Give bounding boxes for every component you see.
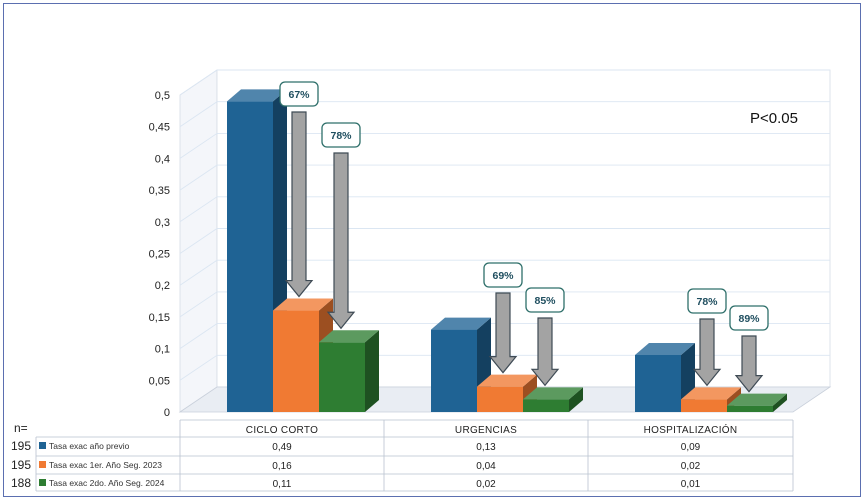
bar-top [477, 374, 537, 387]
reduction-arrow [488, 292, 518, 374]
reduction-callout [525, 287, 565, 313]
bar [523, 399, 569, 412]
bar-top [227, 89, 287, 102]
bar [635, 354, 681, 412]
bar [681, 399, 727, 412]
y-tick-label: 0,4 [155, 153, 170, 165]
y-tick-label: 0,3 [155, 217, 170, 229]
legend-label: Tasa exac 2do. Año Seg. 2024 [49, 478, 165, 488]
reduction-arrow [692, 318, 722, 387]
legend-swatch [39, 442, 46, 449]
table-value: 0,01 [681, 479, 701, 490]
bar [727, 405, 773, 412]
category-label: HOSPITALIZACIÓN [644, 423, 738, 436]
reduction-label: 89% [738, 313, 760, 325]
y-tick-label: 0,5 [155, 90, 170, 102]
bar-top [635, 342, 695, 355]
bar [477, 386, 523, 412]
gridline [179, 69, 830, 96]
reduction-callout [729, 305, 769, 331]
y-tick-label: 0,1 [155, 344, 170, 356]
table-value: 0,04 [476, 461, 496, 472]
legend-swatch [39, 461, 46, 468]
gridline [179, 132, 830, 159]
gridline [179, 354, 830, 381]
bar-side [773, 393, 787, 412]
reduction-arrow [734, 335, 764, 393]
gridline [179, 228, 830, 254]
y-tick-label: 0,15 [149, 312, 170, 324]
reduction-callout [279, 81, 319, 107]
p-value-annotation: P<0.05 [750, 110, 798, 127]
y-tick-label: 0 [164, 407, 170, 419]
bar-top [273, 298, 333, 311]
sample-size: 195 [11, 439, 31, 453]
table-value: 0,02 [476, 479, 496, 490]
reduction-label: 78% [696, 296, 718, 308]
bar-top [523, 387, 583, 400]
reduction-callout [483, 262, 523, 288]
table-value: 0,09 [681, 442, 701, 453]
reduction-callout [687, 288, 727, 314]
bar [273, 310, 319, 412]
y-tick-label: 0,25 [149, 249, 170, 261]
reduction-label: 85% [534, 295, 556, 307]
reduction-arrow [284, 111, 314, 298]
category-label: CICLO CORTO [246, 425, 318, 436]
table-value: 0,02 [681, 461, 701, 472]
legend-label: Tasa exac año previo [49, 441, 130, 451]
table-value: 0,16 [272, 461, 292, 472]
bar [319, 342, 365, 412]
table-value: 0,49 [272, 442, 292, 453]
reduction-label: 67% [288, 89, 310, 101]
y-tick-label: 0,35 [149, 185, 170, 197]
legend-swatch [39, 479, 46, 486]
bar-top [431, 317, 491, 330]
bar [227, 101, 273, 412]
y-tick-label: 0,05 [149, 375, 170, 387]
bar-top [727, 393, 787, 406]
table-value: 0,13 [476, 442, 496, 453]
table-value: 0,11 [273, 479, 292, 490]
gridline [179, 164, 830, 191]
gridline [179, 291, 830, 318]
chart-frame [3, 3, 861, 497]
bar [431, 329, 477, 412]
gridline [179, 259, 830, 286]
bar-side [569, 387, 583, 412]
gridline [179, 101, 830, 128]
y-tick-label: 0,2 [155, 280, 170, 292]
bar-top [319, 330, 379, 343]
reduction-label: 78% [330, 130, 352, 142]
sample-size: 188 [11, 476, 31, 490]
category-label: URGENCIAS [455, 425, 517, 436]
legend-label: Tasa exac 1er. Año Seg. 2023 [49, 460, 162, 470]
gridline [179, 323, 830, 349]
bar-top [681, 387, 741, 400]
bar-side [365, 330, 379, 412]
gridline [179, 196, 830, 223]
reduction-arrow [530, 317, 560, 387]
reduction-label: 69% [492, 270, 514, 282]
y-tick-label: 0,45 [149, 122, 170, 134]
sample-size: 195 [11, 458, 31, 472]
n-header: n= [14, 421, 28, 435]
reduction-callout [321, 122, 361, 148]
reduction-arrow [326, 152, 356, 330]
